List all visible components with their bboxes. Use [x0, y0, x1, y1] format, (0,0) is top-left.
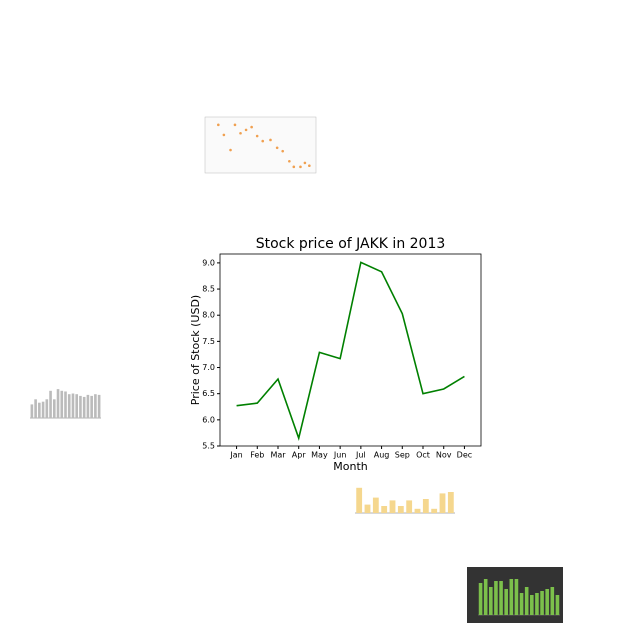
x-tick-label: May [311, 451, 328, 460]
y-tick-label: 5.5 [202, 442, 215, 451]
scatter-point [229, 148, 232, 152]
bar [545, 589, 549, 615]
x-tick-label: Jan [229, 451, 242, 460]
bar [494, 581, 498, 615]
bar [38, 402, 41, 418]
bar [356, 487, 363, 513]
y-tick-label: 7.5 [202, 337, 215, 346]
scatter-point [275, 146, 279, 150]
scatter-point [269, 138, 272, 142]
scatter-point [261, 139, 265, 143]
bar [82, 396, 86, 418]
plot-frame [204, 116, 317, 174]
bar [499, 581, 503, 615]
bar [71, 393, 75, 418]
bar [514, 579, 519, 615]
bar [504, 589, 508, 615]
bar [447, 492, 454, 513]
bar [478, 583, 483, 615]
scatter-point [233, 123, 237, 127]
y-axis-label: Price of Stock (USD) [189, 295, 202, 405]
bar [489, 587, 493, 615]
y-tick-label: 6.0 [202, 415, 215, 424]
bar [381, 506, 388, 513]
scatter-point [244, 128, 248, 132]
scatter-point [292, 165, 296, 169]
bar [97, 394, 101, 418]
bar [439, 493, 446, 513]
scatter-point [281, 149, 285, 153]
bar [64, 391, 67, 418]
bar [540, 591, 544, 615]
bar [519, 593, 524, 615]
bar [406, 500, 413, 513]
bar [67, 394, 71, 418]
price-line [236, 261, 465, 441]
bar [483, 579, 488, 615]
bar [372, 497, 379, 513]
bar [75, 394, 79, 418]
y-tick-label: 8.5 [202, 285, 215, 294]
scatter-point [255, 134, 259, 138]
scatter-point [222, 133, 226, 137]
bar [30, 404, 34, 418]
chart-title: Stock price of JAKK in 2013 [256, 236, 446, 252]
scatter-point [288, 159, 291, 163]
y-tick-label: 8.0 [202, 311, 215, 320]
bar [397, 506, 404, 513]
bar [45, 399, 49, 418]
bar [34, 399, 37, 418]
x-tick-label: Mar [270, 451, 286, 460]
x-tick-label: Dec [457, 451, 472, 460]
plot-frame [219, 253, 482, 447]
y-tick-label: 9.0 [202, 258, 215, 267]
bar [52, 399, 56, 418]
bar [414, 508, 421, 513]
x-tick-label: Apr [292, 451, 307, 460]
scatter-point [217, 123, 220, 127]
bar [56, 389, 60, 418]
x-tick-label: Feb [250, 451, 264, 460]
scatter-point [250, 125, 253, 129]
bar [422, 499, 429, 513]
y-tick-label: 6.5 [202, 389, 215, 398]
scatter-point [299, 165, 302, 169]
x-tick-label: Jun [333, 451, 347, 460]
y-tick-label: 7.0 [202, 363, 215, 372]
bar [60, 390, 64, 418]
bar [41, 401, 45, 418]
scatter-point [303, 161, 307, 165]
x-tick-label: Nov [436, 451, 452, 460]
x-axis-label: Month [333, 460, 368, 473]
x-tick-label: Sep [395, 451, 410, 460]
bar [530, 595, 534, 615]
bar [550, 587, 555, 615]
bar [389, 500, 396, 513]
bar [86, 394, 90, 418]
x-tick-label: Jul [355, 451, 366, 460]
scatter-point [308, 164, 311, 168]
bar [555, 595, 560, 615]
bar [79, 395, 82, 418]
bar [90, 395, 93, 418]
bar [535, 593, 539, 615]
bar [364, 504, 371, 513]
x-tick-label: Aug [374, 451, 390, 460]
bar [431, 508, 438, 513]
bar [49, 390, 52, 418]
bar [509, 579, 514, 615]
bar [94, 394, 97, 418]
scatter-point [239, 131, 242, 135]
bar [524, 587, 529, 615]
x-tick-label: Oct [416, 451, 430, 460]
